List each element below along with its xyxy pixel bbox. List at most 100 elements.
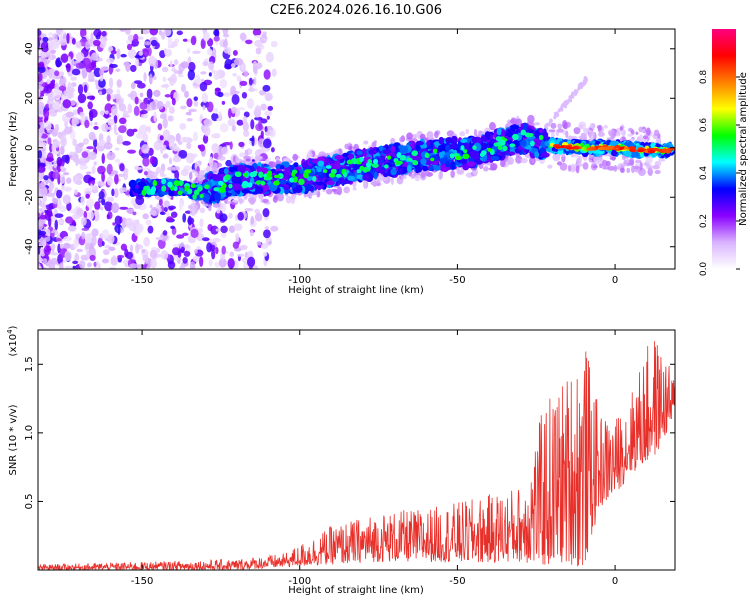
- noise-blob: [60, 53, 69, 63]
- halo-blob: [607, 165, 616, 171]
- noise-blob: [76, 248, 83, 253]
- noise-blob: [221, 245, 226, 255]
- core-blob: [161, 178, 167, 185]
- noise-blob: [124, 248, 129, 258]
- noise-blob: [222, 29, 229, 36]
- noise-blob: [84, 119, 90, 129]
- noise-blob: [214, 87, 221, 92]
- noise-blob: [266, 115, 270, 120]
- halo-blob: [507, 156, 514, 165]
- noise-blob: [213, 35, 220, 42]
- noise-blob: [75, 62, 85, 69]
- noise-blob: [51, 38, 60, 50]
- noise-blob: [184, 244, 190, 249]
- ridge-blob: [438, 136, 445, 145]
- noise-blob: [217, 145, 224, 157]
- noise-blob: [231, 125, 236, 132]
- noise-blob: [78, 142, 85, 148]
- noise-blob: [262, 138, 272, 149]
- noise-blob: [190, 228, 199, 238]
- noise-blob: [159, 50, 166, 59]
- core-blob: [455, 155, 462, 161]
- hot-blob: [589, 146, 596, 150]
- noise-blob: [50, 243, 56, 250]
- y-tick-label: 20: [24, 92, 35, 105]
- noise-blob: [174, 169, 180, 180]
- noise-blob: [136, 82, 146, 89]
- core-blob: [538, 134, 544, 141]
- noise-blob: [215, 247, 219, 255]
- noise-blob: [139, 109, 148, 115]
- noise-blob: [210, 133, 220, 139]
- y-tick-label: 40: [24, 42, 35, 55]
- branch-blob: [584, 77, 588, 82]
- noise-blob: [92, 39, 101, 47]
- noise-blob: [141, 144, 150, 154]
- noise-blob: [106, 135, 111, 145]
- noise-blob: [143, 236, 151, 247]
- noise-blob: [127, 93, 135, 98]
- halo-blob: [654, 169, 661, 175]
- noise-blob: [251, 135, 255, 147]
- noise-blob: [51, 101, 61, 110]
- core-blob: [298, 178, 305, 186]
- noise-blob: [217, 155, 226, 161]
- noise-blob: [84, 233, 93, 240]
- halo-blob: [565, 130, 569, 138]
- ridge-blob: [426, 140, 431, 146]
- noise-blob: [185, 136, 190, 143]
- core-blob: [487, 147, 492, 152]
- noise-blob: [86, 146, 94, 150]
- noise-blob: [231, 94, 240, 105]
- halo-blob: [642, 128, 646, 133]
- halo-blob: [199, 207, 206, 214]
- noise-blob: [172, 145, 180, 152]
- ridge-blob: [422, 165, 429, 172]
- noise-blob: [38, 220, 44, 230]
- snr-y-tick-label: 1.0: [24, 425, 35, 441]
- noise-blob: [55, 59, 61, 68]
- core-blob: [187, 188, 193, 195]
- noise-blob: [132, 128, 138, 133]
- noise-blob: [38, 71, 43, 83]
- halo-blob: [245, 158, 252, 162]
- noise-blob: [130, 64, 137, 73]
- noise-blob: [115, 68, 121, 73]
- noise-blob: [64, 265, 73, 269]
- noise-blob: [85, 40, 90, 50]
- noise-blob: [182, 38, 188, 42]
- halo-blob: [520, 158, 528, 164]
- noise-blob: [163, 29, 172, 37]
- halo-blob: [592, 165, 598, 169]
- noise-blob: [53, 142, 60, 149]
- noise-blob: [159, 135, 164, 141]
- noise-blob: [233, 223, 243, 231]
- noise-blob: [150, 258, 157, 269]
- noise-blob: [229, 141, 233, 150]
- noise-blob: [222, 40, 228, 48]
- ridge-blob: [481, 136, 487, 142]
- hot-blob: [572, 146, 580, 150]
- noise-blob: [187, 69, 196, 81]
- noise-blob: [93, 161, 97, 166]
- noise-blob: [141, 113, 148, 119]
- noise-blob: [162, 129, 171, 141]
- halo-blob: [332, 150, 340, 155]
- noise-blob: [126, 128, 135, 137]
- noise-blob: [106, 57, 115, 64]
- noise-blob: [122, 114, 131, 118]
- noise-blob: [148, 73, 153, 85]
- noise-blob: [119, 29, 127, 32]
- noise-blob: [98, 191, 105, 200]
- noise-blob: [77, 84, 84, 95]
- ridge-blob: [539, 147, 545, 154]
- spectrogram-blobs: [38, 29, 675, 269]
- noise-blob: [47, 137, 52, 145]
- noise-blob: [67, 225, 77, 232]
- snr-x-tick-label: 0: [612, 576, 618, 587]
- branch-blob: [583, 80, 587, 85]
- noise-blob: [38, 199, 41, 204]
- halo-blob: [613, 165, 618, 172]
- noise-blob: [48, 216, 52, 227]
